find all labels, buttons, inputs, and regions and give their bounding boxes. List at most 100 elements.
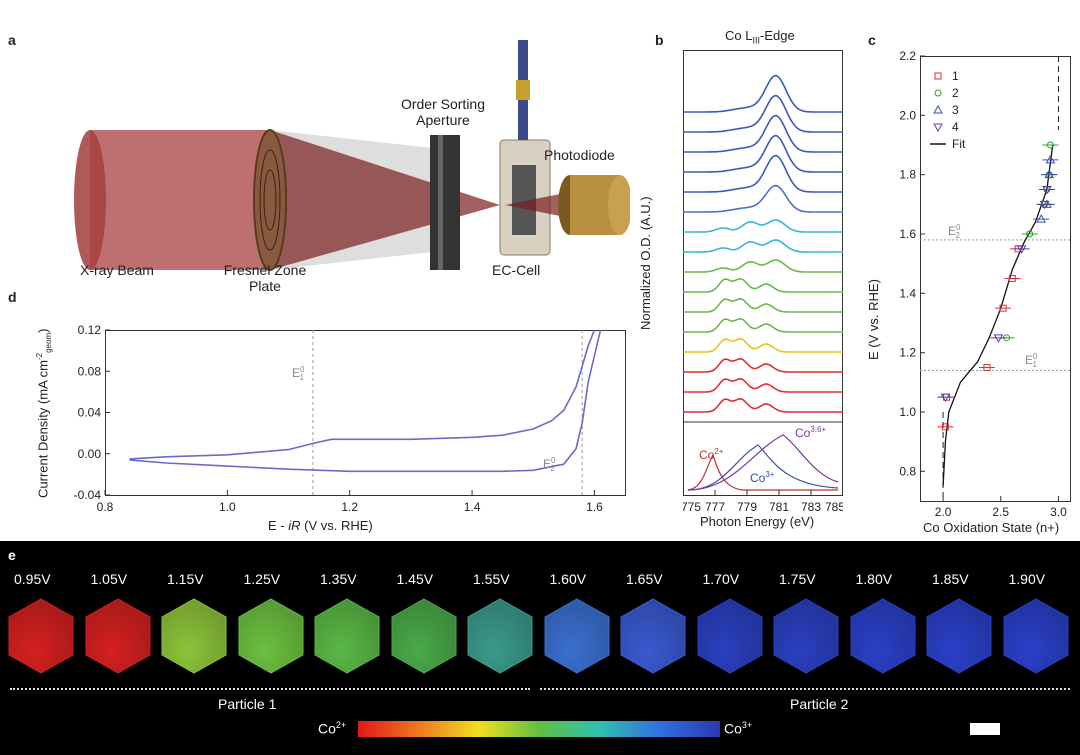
voltage-label: 1.45V	[396, 571, 434, 587]
zone-plate-label-2: Plate	[249, 278, 281, 294]
ref-co2-line	[687, 453, 838, 491]
c-ytick-label: 1.8	[899, 168, 916, 182]
b-xtick-label: 775	[683, 500, 701, 514]
particle-hex-image	[924, 597, 994, 675]
b-xtick-label: 783	[801, 500, 821, 514]
oxidation-frame	[920, 56, 1071, 502]
ref-co3-line	[687, 444, 839, 491]
voltage-label: 1.90V	[1008, 571, 1046, 587]
d-xtick-label: 1.6	[586, 500, 603, 514]
c-fit-line	[942, 144, 1054, 487]
particle-hex-image	[6, 597, 76, 675]
d-e1-label: E01	[292, 365, 305, 383]
d-e2-label: E02	[543, 456, 556, 474]
c-point-triangle-down	[1016, 245, 1027, 254]
particle-hex-image	[312, 597, 382, 675]
ref-co3-label: Co3+	[750, 470, 775, 485]
voltage-label: 1.70V	[702, 571, 740, 587]
panel-c-ylabel: E (V vs. RHE)	[866, 279, 881, 360]
spectrum-line	[683, 357, 843, 373]
particle-hex-image	[542, 597, 612, 675]
ref-co2-label: Co2+	[699, 447, 724, 462]
voltage-label: 1.55V	[473, 571, 510, 587]
voltage-label: 1.60V	[549, 571, 587, 587]
spectrum-line	[683, 134, 843, 173]
legend-circle-icon	[934, 89, 942, 97]
c-ytick-label: 2.0	[899, 108, 916, 122]
particle1-label: Particle 1	[218, 696, 277, 712]
c-ytick-label: 1.6	[899, 227, 916, 241]
d-ytick-label: -0.04	[74, 488, 102, 502]
spectrum-line	[683, 239, 843, 253]
voltage-label: 1.35V	[320, 571, 357, 587]
panel-c-label: c	[868, 32, 876, 48]
panel-d-label: d	[8, 289, 17, 305]
c-xtick-label: 2.0	[935, 505, 952, 518]
c-point-triangle-up	[1045, 154, 1056, 164]
legend-entry-label: Fit	[952, 137, 966, 151]
b-xtick-label: 785	[825, 500, 843, 514]
c-point-square	[999, 304, 1007, 312]
particle-hex-image	[389, 597, 459, 675]
spectrum-line	[683, 277, 843, 293]
c-point-triangle-down	[993, 334, 1004, 343]
voltage-label: 0.95V	[14, 571, 51, 587]
c-e2-label: E02	[948, 223, 961, 241]
d-ytick-label: 0.04	[78, 406, 102, 420]
c-point-circle	[1026, 230, 1034, 238]
c-point-triangle-up	[1042, 199, 1052, 208]
xray-beam-label: X-ray Beam	[80, 262, 154, 278]
panel-a-label: a	[8, 32, 16, 48]
spectrum-line	[683, 74, 843, 113]
legend-triangle-down-icon	[933, 123, 943, 133]
photodiode-label: Photodiode	[544, 147, 615, 163]
voltage-label: 1.15V	[167, 571, 204, 587]
c-point-triangle-down	[1039, 200, 1050, 210]
panel-c-xlabel: Co Oxidation State (n+)	[923, 520, 1060, 535]
legend-triangle-up-icon	[933, 104, 943, 114]
d-xtick-label: 1.0	[219, 500, 236, 514]
panel-d-ylabel: Current Density (mA cm-2geom)	[35, 328, 53, 498]
spectra-frame	[683, 50, 843, 496]
d-xtick-label: 1.2	[341, 500, 358, 514]
spectra-plot: 775 777 779 781 783 785	[683, 50, 843, 514]
c-ytick-label: 1.0	[899, 405, 916, 419]
c-ytick-label: 2.2	[899, 49, 916, 63]
spectrum-line	[683, 184, 843, 213]
legend-square-icon	[934, 72, 942, 80]
ref-co36-label: Co3.6+	[795, 425, 827, 440]
c-point-triangle-up	[1044, 169, 1055, 179]
d-ytick-label: 0.00	[78, 447, 102, 461]
cv-curve	[129, 329, 596, 460]
particle2-label: Particle 2	[790, 696, 849, 712]
ec-cell-label: EC-Cell	[492, 262, 541, 278]
legend-entry-label: 1	[952, 69, 959, 83]
spectrum-line	[683, 259, 843, 273]
particle-hex-image	[695, 597, 765, 675]
panel-b-xlabel: Photon Energy (eV)	[700, 514, 815, 529]
c-point-triangle-down	[1042, 186, 1052, 195]
spectrum-line	[683, 337, 843, 353]
colorbar-left-label: Co2+	[318, 720, 347, 737]
oxidation-plot: 0.8 1.0 1.2 1.4 1.6 1.8 2.0 2.2 2.0 2.5 3.0 1 2 3 4 Fi…	[899, 49, 1071, 518]
voltage-label: 1.05V	[90, 571, 128, 587]
colorbar	[358, 721, 720, 737]
spectrum-line	[683, 219, 843, 233]
voltage-label: 1.65V	[626, 571, 663, 587]
voltage-label: 1.75V	[779, 571, 816, 587]
legend-entry-label: 4	[952, 120, 959, 134]
voltage-label: 1.25V	[243, 571, 281, 587]
panel-e: e 0.95V 1.05V 1.15V 1.25V 1.35V 1.45V 1.55V 1.6…	[0, 541, 1080, 755]
c-point-triangle-up	[1036, 214, 1047, 223]
osa-label-1: Order Sorting	[400, 96, 486, 112]
c-point-triangle-down	[940, 393, 951, 403]
d-xtick-label: 0.8	[97, 500, 114, 514]
c-ytick-label: 1.2	[899, 346, 916, 360]
beamline-schematic	[74, 40, 630, 271]
scale-bar	[970, 723, 1000, 735]
c-ytick-label: 0.8	[899, 464, 916, 478]
b-xtick-label: 779	[737, 500, 757, 514]
spectrum-line	[683, 397, 843, 413]
voltage-label: 1.80V	[855, 571, 893, 587]
c-e1-label: E01	[1025, 352, 1038, 370]
